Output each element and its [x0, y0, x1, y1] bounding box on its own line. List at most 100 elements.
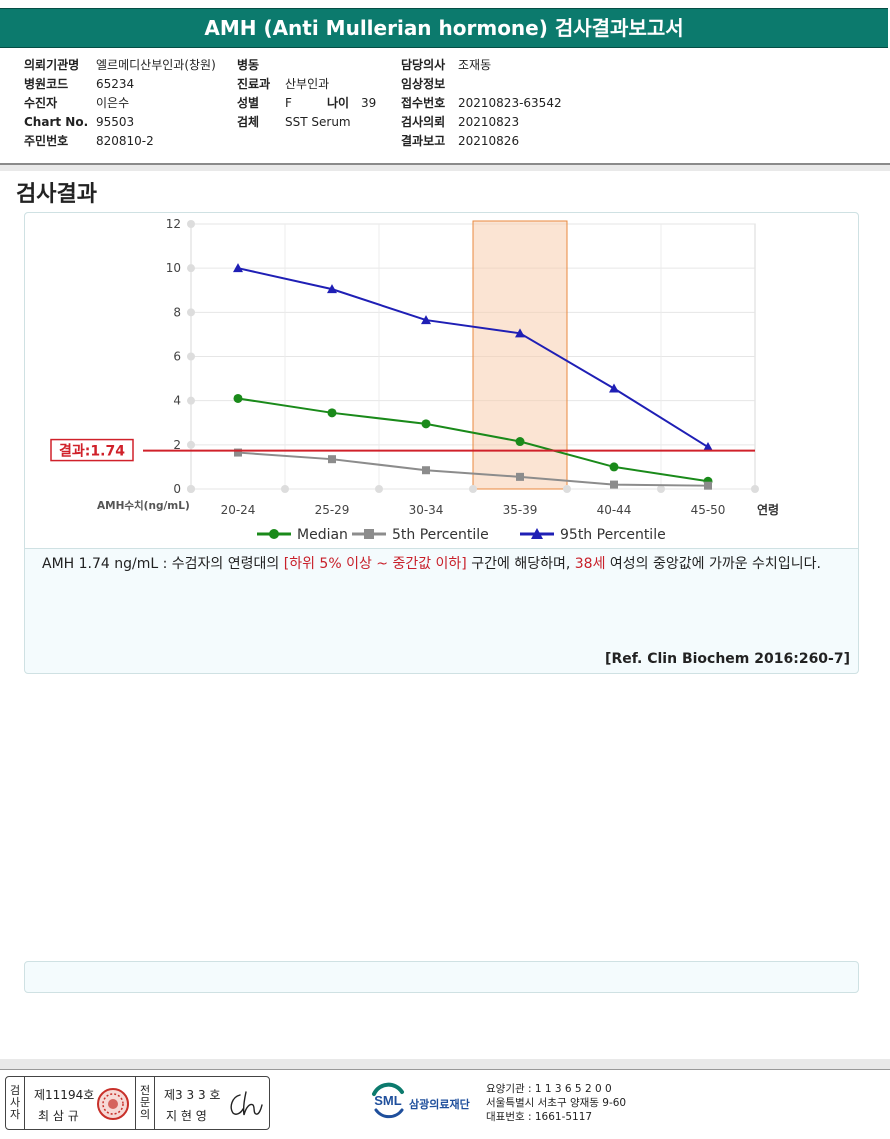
- role-char: 사: [9, 1096, 21, 1109]
- x-tick-label: 40-44: [597, 503, 632, 517]
- info-value: 65234: [96, 77, 135, 91]
- signature-role-tester: 검 사 자: [6, 1077, 25, 1129]
- role-char: 검: [9, 1084, 21, 1097]
- data-point: [234, 448, 242, 457]
- chart-highlight-band: [472, 220, 568, 490]
- info-label: 검체: [237, 115, 260, 129]
- specialist-name: 지 현 영: [166, 1109, 207, 1123]
- info-value: 20210823-63542: [458, 96, 562, 110]
- info-value: 820810-2: [96, 134, 154, 148]
- info-value: 20210826: [458, 134, 520, 148]
- info-label: 주민번호: [24, 134, 69, 148]
- report-title: AMH (Anti Mullerian hormone) 검사결과보고서: [0, 8, 888, 48]
- y-tick-dot: [187, 220, 195, 228]
- tester-license: 제11194호: [34, 1088, 95, 1102]
- org-info: 요양기관 : 1 1 3 6 5 2 0 0 서울특별시 서초구 양재동 9-6…: [486, 1082, 626, 1124]
- interpretation-highlight-age: 38세: [574, 556, 606, 572]
- info-row-requesting-org: 의뢰기관명 엘르메디산부인과(창원): [24, 56, 216, 75]
- footer-divider: [0, 1069, 890, 1070]
- y-tick-label: 8: [173, 305, 181, 319]
- section-title: 검사결과: [16, 182, 97, 207]
- reference-citation: [Ref. Clin Biochem 2016:260-7]: [605, 651, 850, 667]
- data-point: [515, 328, 525, 338]
- y-tick-dot: [187, 352, 195, 361]
- x-tick-dot: [469, 485, 477, 493]
- data-point: [233, 393, 243, 403]
- y-tick-dot: [187, 440, 195, 449]
- x-tick-dot: [563, 485, 571, 493]
- legend-label: 5th Percentile: [392, 527, 489, 543]
- x-tick-label: 25-29: [315, 503, 350, 517]
- org-info-line: 서울특별시 서초구 양재동 9-60: [486, 1097, 627, 1109]
- legend-marker: [364, 529, 374, 539]
- result-panel: 0 2 4 6 8 10 12 20-24 25-29 30-34 35-39 40-44 45-50 연…: [24, 212, 859, 674]
- data-point: [609, 462, 619, 472]
- org-name: 삼광의료재단: [409, 1098, 470, 1111]
- y-tick-label: 10: [166, 261, 181, 275]
- interpretation-text: AMH 1.74 ng/mL : 수검자의 연령대의 [하위 5% 이상 ~ 중…: [42, 553, 852, 575]
- y-tick-label: 6: [173, 350, 181, 364]
- data-point: [422, 466, 430, 475]
- info-label: Chart No.: [24, 115, 89, 129]
- org-info-line: 대표번호 : 1661-5117: [486, 1111, 593, 1123]
- info-label: 접수번호: [401, 96, 446, 110]
- info-row-patient: 수진자 이은수: [24, 94, 216, 113]
- y-tick-label: 2: [173, 438, 181, 452]
- info-value: 엘르메디산부인과(창원): [96, 58, 216, 72]
- x-tick-label: 30-34: [409, 503, 444, 517]
- amh-chart: 0 2 4 6 8 10 12 20-24 25-29 30-34 35-39 40-44 45-50 연…: [50, 217, 779, 543]
- x-tick-dot: [751, 485, 759, 493]
- data-point: [516, 472, 524, 481]
- x-tick-dot: [375, 485, 383, 493]
- signature-box: 검 사 자 제11194호 최 삼 규 전 문 의 제3 3 3 호 지 현 영: [5, 1076, 270, 1130]
- info-row-clinical-info: 임상정보: [401, 75, 562, 94]
- info-row-receipt-no: 접수번호 20210823-63542: [401, 94, 562, 113]
- info-value: 조재동: [458, 58, 492, 72]
- chart-result-line-group: 결과:1.74: [50, 438, 755, 462]
- info-label: 병원코드: [24, 77, 69, 91]
- series-line: [237, 267, 709, 448]
- info-value: F: [285, 96, 292, 110]
- info-label: 성별: [237, 96, 260, 110]
- y-tick-dot: [187, 396, 195, 405]
- info-row-physician: 담당의사 조재동: [401, 56, 562, 75]
- info-label: 의뢰기관명: [24, 58, 80, 72]
- data-point: [704, 481, 712, 490]
- data-point: [515, 437, 525, 447]
- x-axis-end-label: 연령: [757, 502, 779, 517]
- y-tick-label: 4: [173, 394, 181, 408]
- series-line: [237, 451, 709, 487]
- info-label-age: 나이: [327, 96, 350, 110]
- chart-container: 0 2 4 6 8 10 12 20-24 25-29 30-34 35-39 40-44 45-50 연…: [25, 213, 858, 549]
- chart-axes: 0 2 4 6 8 10 12 20-24 25-29 30-34 35-39 40-44 45-50 연…: [97, 217, 779, 517]
- info-row-specimen: 검체 SST Serum: [237, 113, 376, 132]
- y-tick-dot: [187, 264, 195, 273]
- signature-role-specialist: 전 문 의: [136, 1077, 155, 1129]
- role-char: 전: [139, 1084, 151, 1097]
- chart-legend: Median 5th Percentile 95th Percentile: [257, 527, 666, 543]
- info-row-result-report: 결과보고 20210826: [401, 132, 562, 151]
- result-label: 결과:1.74: [59, 443, 125, 460]
- comment-box: [24, 961, 859, 993]
- y-axis-label: AMH수치(ng/mL): [97, 499, 190, 512]
- data-point: [328, 455, 336, 464]
- legend-marker: [269, 529, 279, 539]
- legend-label: 95th Percentile: [560, 527, 666, 543]
- y-tick-label: 0: [173, 482, 181, 496]
- sml-logo-icon: SML: [372, 1082, 404, 1119]
- info-row-chart-no: Chart No. 95503: [24, 113, 216, 132]
- info-column-1: 의뢰기관명 엘르메디산부인과(창원) 병원코드 65234 수진자 이은수 Chart…: [24, 56, 216, 151]
- info-row-ward: 병동: [237, 56, 376, 75]
- specialist-license: 제3 3 3 호: [164, 1088, 221, 1102]
- interpretation-part: AMH 1.74 ng/mL : 수검자의 연령대의: [42, 556, 284, 572]
- header-divider-shade: [0, 165, 890, 171]
- info-row-resident-no: 주민번호 820810-2: [24, 132, 216, 151]
- info-label: 진료과: [237, 77, 271, 91]
- info-row-sex-age: 성별 F 나이 39: [237, 94, 376, 113]
- info-label: 수진자: [24, 96, 58, 110]
- data-point: [610, 480, 618, 489]
- info-column-3: 담당의사 조재동 임상정보 접수번호 20210823-63542 검사의뢰 2021…: [401, 56, 562, 151]
- role-char: 문: [139, 1096, 151, 1109]
- result-label-box: [50, 438, 134, 462]
- chart-highlight-band-group: [472, 220, 568, 490]
